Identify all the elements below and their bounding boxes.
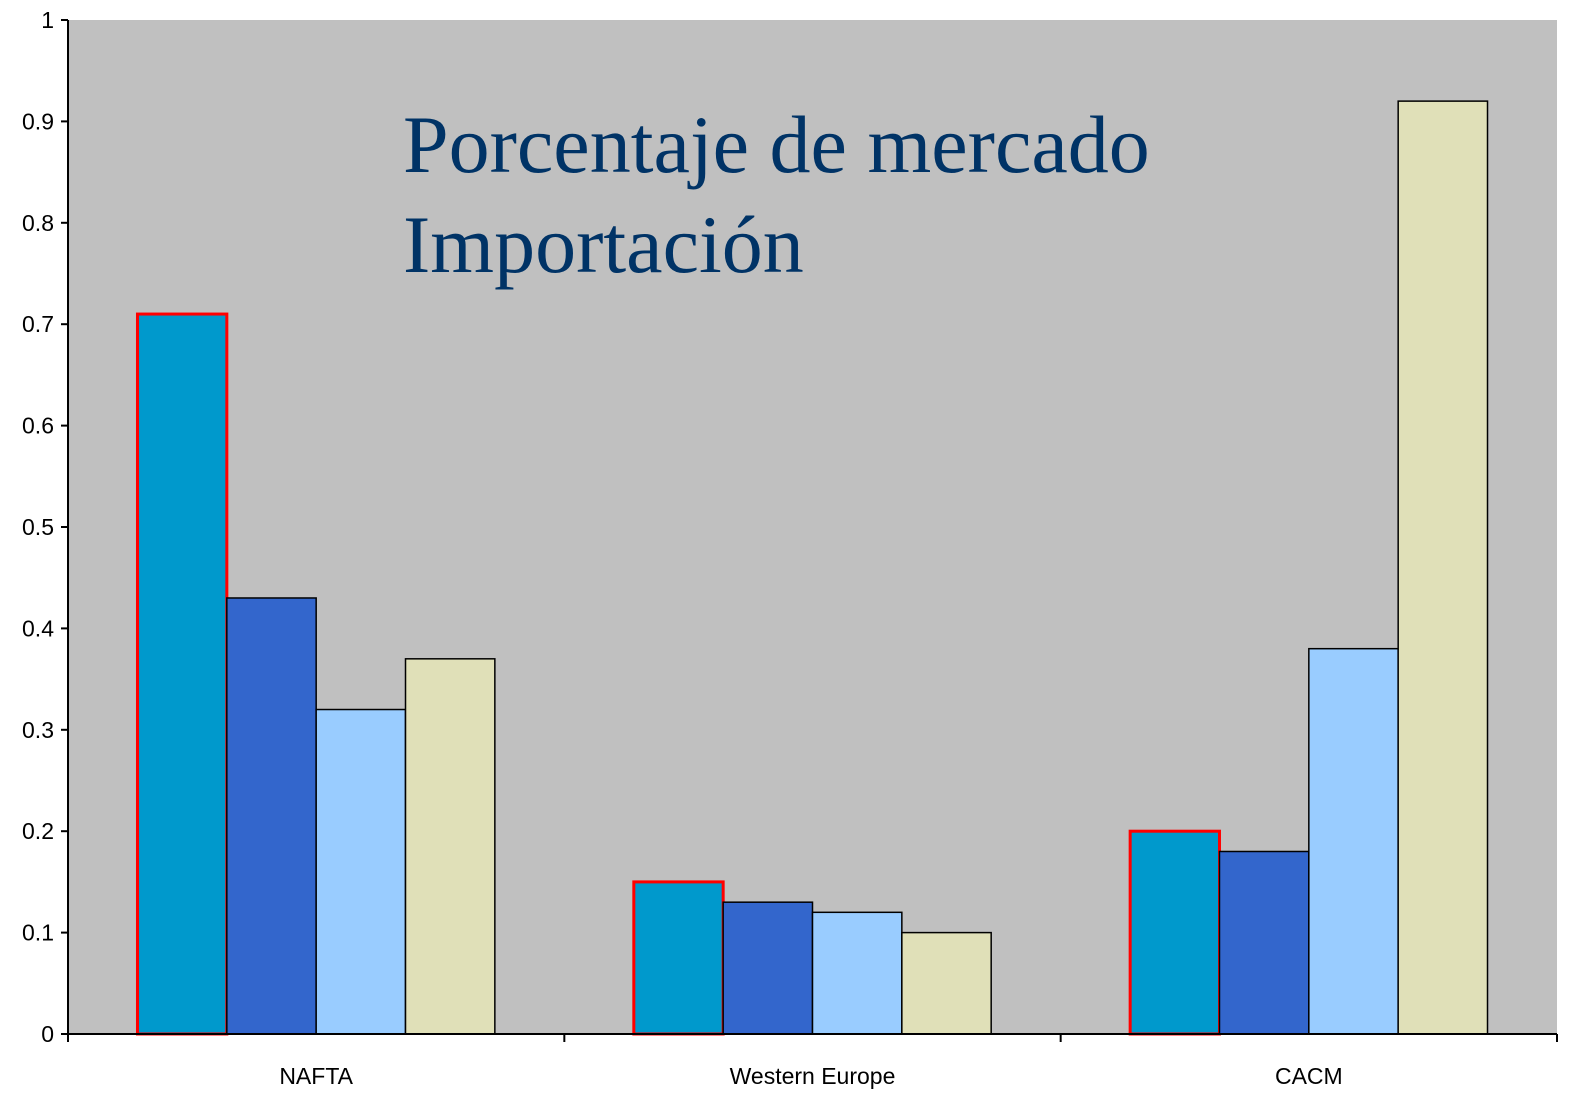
bar [404,658,496,1035]
bar [315,708,407,1035]
bar [722,901,814,1035]
bar [1218,850,1310,1035]
y-tick-label: 0.9 [22,108,54,134]
y-tick-label: 0.5 [22,514,54,540]
chart-title: Porcentaje de mercado [403,99,1150,190]
bar [1397,100,1489,1035]
y-tick-label: 0 [41,1021,54,1047]
chart-title: Importación [403,199,804,290]
bar [632,880,725,1036]
bar [226,597,317,1035]
y-tick-label: 0.2 [22,818,54,844]
bar [901,931,992,1035]
bar [1128,829,1221,1036]
y-tick-label: 0.7 [22,311,54,337]
y-tick-label: 0.1 [22,920,54,946]
y-tick-label: 0.3 [22,717,54,743]
bar [1308,647,1399,1035]
x-tick-label: CACM [1275,1063,1343,1089]
y-tick-label: 0.8 [22,210,54,236]
x-tick-label: NAFTA [279,1063,353,1089]
bar [135,312,229,1036]
y-tick-label: 0.6 [22,413,54,439]
x-tick-label: Western Europe [730,1063,896,1089]
bar [811,911,903,1035]
y-tick-label: 0.4 [22,615,54,641]
y-tick-label: 1 [41,7,54,33]
